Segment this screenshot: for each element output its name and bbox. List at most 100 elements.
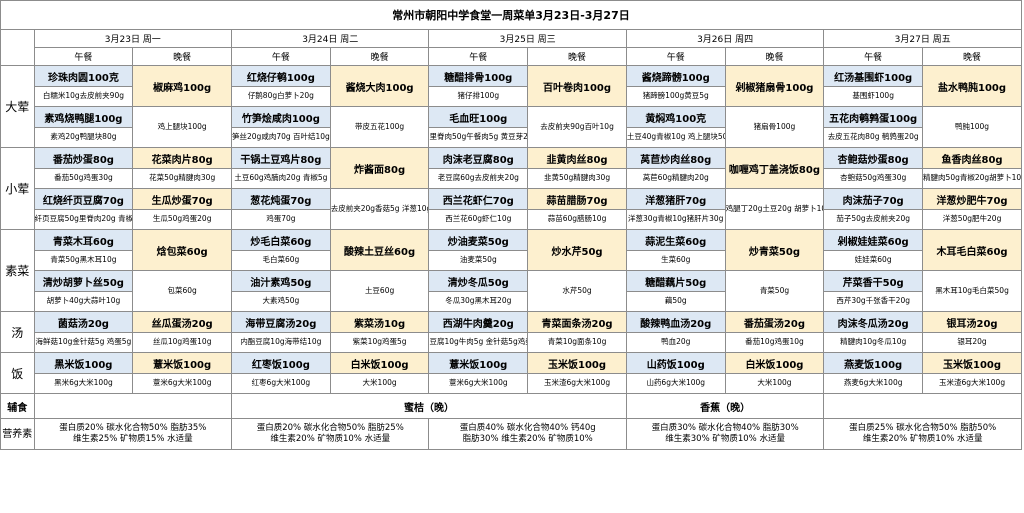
nutrition-line: 蛋白质20% 碳水化合物50% 脂肪35%	[59, 423, 207, 433]
nutrition-line: 蛋白质30% 碳水化合物40% 脂肪30%	[651, 423, 799, 433]
dish-name: 山药饭100g	[625, 352, 726, 374]
nutrition-line: 蛋白质25% 碳水化合物50% 脂肪50%	[849, 423, 997, 433]
dish-detail: 山药6g大米100g	[625, 373, 726, 394]
dish-detail: 土豆40g青椒10g 鸡上腿块50g香菇5g	[625, 127, 726, 148]
dish-detail: 大米100g	[724, 373, 825, 394]
dish-detail: 花菜50g精腱肉30g	[132, 168, 233, 189]
dish-detail: 鸡上腿块100g	[132, 106, 233, 148]
dish-detail: 里脊肉50g午餐肉5g 黄豆芽20g鸭血10g	[428, 127, 529, 148]
dish-detail: 番茄10g鸡蛋10g	[724, 332, 825, 353]
dish-detail: 洋葱50g肥牛20g	[922, 209, 1022, 230]
nutrition-line: 维生素20% 矿物质10% 水适量	[862, 434, 983, 444]
dish-name: 素鸡烧鸭腿100g	[33, 106, 134, 128]
dish-detail: 内酯豆腐10g海带结10g	[231, 332, 331, 353]
dish-name: 肉沫冬瓜汤20g	[823, 311, 924, 333]
section-label-tang: 汤	[0, 311, 35, 353]
dish-detail: 纤页豆腐50g里脊肉20g 青椒5g黑木耳5g	[33, 209, 134, 230]
corner-cell	[0, 29, 35, 66]
dish-detail: 精腱肉50g青椒20g胡萝卜10g	[922, 168, 1022, 189]
dish-name: 竹笋烩咸肉100g	[231, 106, 331, 128]
dish-detail: 猪蹄膀100g黄豆5g	[625, 86, 726, 107]
nutrition-line: 维生素25% 矿物质15% 水适量	[72, 434, 193, 444]
nutrition-line: 维生素20% 矿物质10% 水适量	[270, 434, 391, 444]
dish-name: 海带豆腐汤20g	[231, 311, 331, 333]
dish-name: 生瓜炒蛋70g	[132, 188, 233, 210]
dish-name: 蒜泥生菜60g	[625, 229, 726, 251]
dish-name: 洋葱炒肥牛70g	[922, 188, 1022, 210]
dish-detail: 茄子50g去皮前夹20g	[823, 209, 924, 230]
dish-detail: 包菜60g	[132, 270, 233, 312]
dish-name: 黄焖鸡100克	[625, 106, 726, 128]
dish-detail: 大米100g	[329, 373, 430, 394]
dish-name: 紫菜汤10g	[329, 311, 430, 333]
day-header: 3月27日 周五	[823, 29, 1022, 48]
dish-detail: 仔鹅80g白萝卜20g	[231, 86, 331, 107]
dish-detail: 黑米6g大米100g	[33, 373, 134, 394]
nutrition-cell: 蛋白质20% 碳水化合物50% 脂肪25% 维生素20% 矿物质10% 水适量	[231, 418, 430, 450]
nutrition-cell: 蛋白质30% 碳水化合物40% 脂肪30% 维生素30% 矿物质10% 水适量	[625, 418, 825, 450]
meal-header-dinner: 晚餐	[527, 47, 627, 66]
dish-detail: 青菜50g	[724, 270, 825, 312]
dish-detail: 鸭肫100g	[922, 106, 1022, 148]
dish-name: 花菜肉片80g	[132, 147, 233, 169]
dish-detail: 紫菜10g鸡蛋5g	[329, 332, 430, 353]
section-label-xiaozhun: 小荤	[0, 147, 35, 230]
dish-name: 西湖牛肉羹20g	[428, 311, 529, 333]
dish-detail: 蒜苗60g腊肠10g	[527, 209, 627, 230]
dish-name: 黑米饭100g	[33, 352, 134, 374]
dish-detail: 黑木耳10g毛白菜50g	[922, 270, 1022, 312]
meal-header-lunch: 午餐	[231, 47, 331, 66]
dish-detail: 莴苣60g精腱肉20g	[625, 168, 726, 189]
dish-name: 韭黄肉丝80g	[527, 147, 627, 169]
dish-detail: 去皮前夹90g百叶10g	[527, 106, 627, 148]
dish-detail: 精腱肉10g冬瓜10g	[823, 332, 924, 353]
dish-name: 清炒胡萝卜丝50g	[33, 270, 134, 292]
dish-detail: 白糯米10g去皮前夹90g	[33, 86, 134, 107]
dish-name: 盐水鸭肫100g	[922, 65, 1022, 107]
dish-name: 薏米饭100g	[428, 352, 529, 374]
meal-header-lunch: 午餐	[428, 47, 529, 66]
dish-name: 玉米饭100g	[922, 352, 1022, 374]
dish-name: 酱烧蹄髈100g	[625, 65, 726, 87]
dish-name: 炸酱面80g	[329, 147, 430, 189]
dish-detail: 青菜10g面条10g	[527, 332, 627, 353]
dish-detail: 薏米6g大米100g	[428, 373, 529, 394]
dish-name: 炒毛白菜60g	[231, 229, 331, 251]
dish-name: 红烧仔鹌100g	[231, 65, 331, 87]
menu-title: 常州市朝阳中学食堂一周菜单3月23日-3月27日	[0, 0, 1022, 30]
dish-name: 红汤基围虾100g	[823, 65, 924, 87]
dish-name: 莴苣炒肉丝80g	[625, 147, 726, 169]
dish-detail: 燕麦6g大米100g	[823, 373, 924, 394]
dish-name: 肉沫茄子70g	[823, 188, 924, 210]
dish-name: 炒水芹50g	[527, 229, 627, 271]
dish-detail: 带皮五花100g	[329, 106, 430, 148]
dish-detail: 土豆60g鸡腩肉20g 青椒5g	[231, 168, 331, 189]
dish-detail: 土豆60g	[329, 270, 430, 312]
dish-detail: 丝瓜10g鸡蛋10g	[132, 332, 233, 353]
dish-detail: 猪扇骨100g	[724, 106, 825, 148]
dish-name: 剁椒娃娃菜60g	[823, 229, 924, 251]
dish-detail: 毛白菜60g	[231, 250, 331, 271]
nutrition-line: 脂肪30% 维生素20% 矿物质10%	[462, 434, 593, 444]
dish-name: 酸辣土豆丝60g	[329, 229, 430, 271]
dish-detail: 玉米渣6g大米100g	[527, 373, 627, 394]
weekly-menu-table: 常州市朝阳中学食堂一周菜单3月23日-3月27日 3月23日 周一 3月24日 …	[0, 0, 1022, 450]
snack-cell-empty	[33, 393, 233, 419]
nutrition-cell: 蛋白质20% 碳水化合物50% 脂肪35% 维生素25% 矿物质15% 水适量	[33, 418, 233, 450]
dish-name: 蒜苗腊肠70g	[527, 188, 627, 210]
dish-name: 芹菜香干50g	[823, 270, 924, 292]
dish-detail: 番茄50g鸡蛋30g	[33, 168, 134, 189]
dish-detail: 猪仔排100g	[428, 86, 529, 107]
snack-item: 香蕉（晚）	[625, 393, 825, 419]
dish-name: 银耳汤20g	[922, 311, 1022, 333]
dish-detail: 西兰花60g虾仁10g	[428, 209, 529, 230]
dish-name: 番茄蛋汤20g	[724, 311, 825, 333]
dish-name: 糖醋排骨100g	[428, 65, 529, 87]
dish-detail: 鸭血20g	[625, 332, 726, 353]
dish-detail: 油麦菜50g	[428, 250, 529, 271]
dish-name: 毛血旺100g	[428, 106, 529, 128]
meal-header-dinner: 晚餐	[922, 47, 1022, 66]
dish-detail: 大素鸡50g	[231, 291, 331, 312]
dish-name: 炒油麦菜50g	[428, 229, 529, 251]
